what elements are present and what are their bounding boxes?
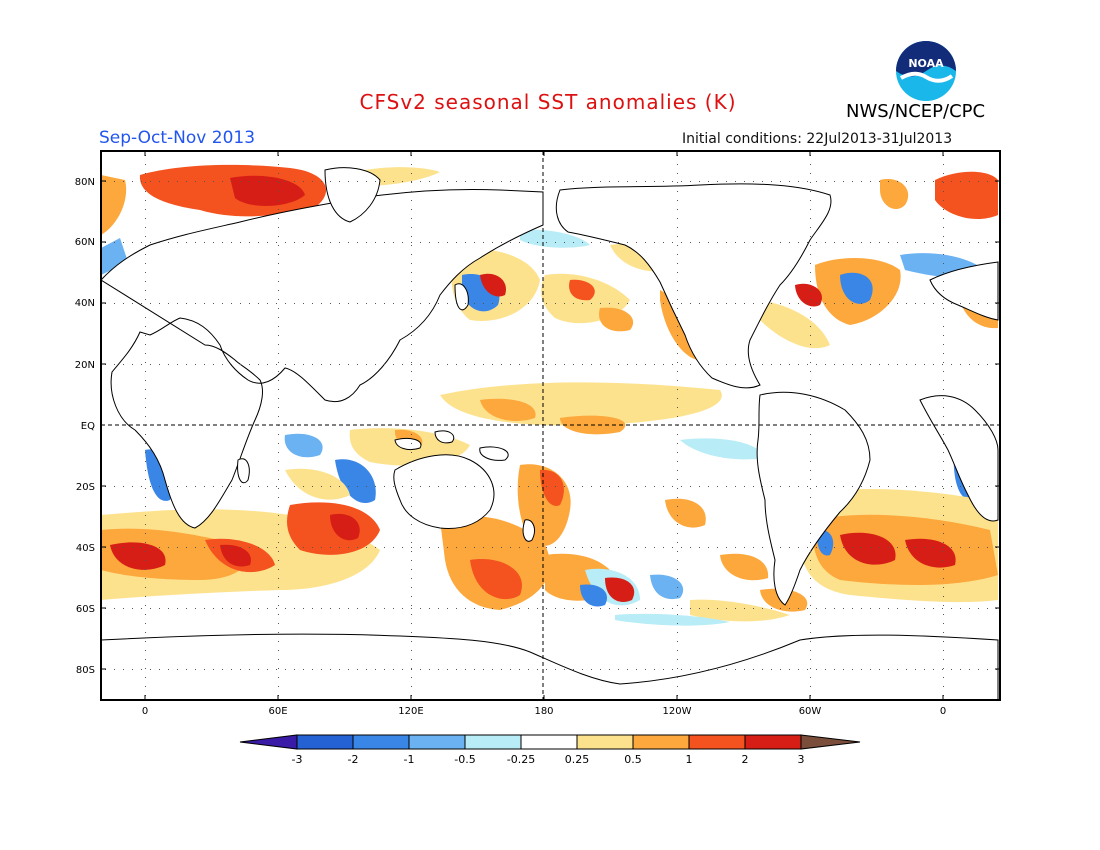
colorbar-label: 3	[798, 753, 805, 766]
colorbar-label: -1	[404, 753, 415, 766]
colorbar-segment	[744, 734, 802, 750]
colorbar-label: 0.5	[624, 753, 642, 766]
noaa-logo-text: NOAA	[908, 57, 944, 70]
colorbar-segment	[296, 734, 354, 750]
lon-label: 120E	[398, 706, 423, 717]
lat-label: EQ	[81, 421, 95, 432]
lat-label: 80N	[75, 177, 95, 188]
lon-label: 0	[142, 706, 148, 717]
lon-label: 180	[534, 706, 553, 717]
lon-label: 120W	[663, 706, 692, 717]
map-frame	[100, 150, 1001, 701]
colorbar-label: -0.5	[454, 753, 475, 766]
colorbar-segment	[464, 734, 522, 750]
lat-label: 80S	[76, 665, 95, 676]
lat-axis: 80N 60N 40N 20N EQ 20S 40S 60S 80S	[75, 177, 95, 676]
colorbar-label: -0.25	[507, 753, 535, 766]
chart-title-text: CFSv2 seasonal SST anomalies (K)	[359, 90, 737, 114]
lat-label: 60N	[75, 237, 95, 248]
colorbar-label: -3	[292, 753, 303, 766]
lat-label: 40N	[75, 298, 95, 309]
agency-label: NWS/NCEP/CPC	[846, 101, 986, 122]
lat-label: 40S	[76, 543, 95, 554]
initial-conditions-label: Initial conditions: 22Jul2013-31Jul2013	[682, 131, 953, 147]
colorbar-segment	[632, 734, 690, 750]
anomaly-field	[101, 164, 998, 626]
lon-label: 0	[940, 706, 946, 717]
lon-label: 60W	[799, 706, 822, 717]
colorbar-segment	[576, 734, 634, 750]
noaa-logo: NOAA	[895, 40, 957, 102]
colorbar-segment	[408, 734, 466, 750]
lat-label: 20N	[75, 360, 95, 371]
lat-label: 60S	[76, 604, 95, 615]
colorbar-segment	[688, 734, 746, 750]
colorbar-label: 0.25	[565, 753, 590, 766]
colorbar-segment	[352, 734, 410, 750]
chart-title: CFSv2 seasonal SST anomalies (K)	[0, 90, 1100, 114]
season-label: Sep-Oct-Nov 2013	[99, 128, 256, 148]
colorbar-label: 1	[686, 753, 693, 766]
colorbar-label: 2	[742, 753, 749, 766]
lat-label: 20S	[76, 482, 95, 493]
colorbar-label: -2	[348, 753, 359, 766]
colorbar-segment	[520, 734, 578, 750]
graticule	[105, 155, 997, 696]
colorbar-min-arrow	[239, 734, 298, 750]
lon-axis: 0 60E 120E 180 120W 60W 0	[142, 706, 946, 717]
colorbar: -3 -2 -1 -0.5 -0.25 0.25 0.5 1 2 3	[239, 734, 861, 766]
colorbar-max-arrow	[800, 734, 861, 750]
lon-label: 60E	[268, 706, 287, 717]
coastlines	[100, 167, 999, 701]
